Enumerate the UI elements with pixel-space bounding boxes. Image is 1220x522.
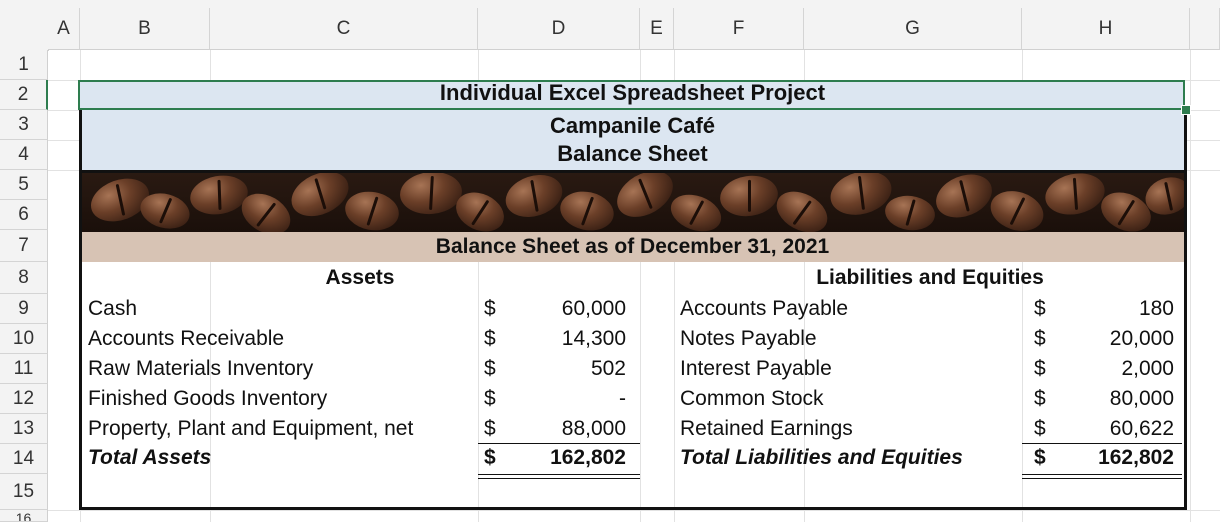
fill-handle[interactable] — [1181, 105, 1191, 115]
liability-value: 60,622 — [1109, 417, 1174, 440]
liability-currency: $ — [1034, 297, 1046, 320]
row-header-1[interactable]: 1 — [0, 50, 48, 80]
asset-total-rule-2 — [478, 478, 640, 479]
asset-value: 502 — [590, 357, 626, 380]
asset-value: 60,000 — [561, 297, 626, 320]
row-header-3[interactable]: 3 — [0, 110, 48, 140]
asset-subtotal-rule — [478, 443, 640, 444]
column-header-g[interactable]: G — [804, 8, 1022, 50]
total-assets-currency: $ — [484, 446, 496, 469]
liability-label: Accounts Payable — [680, 297, 849, 320]
asset-label: Property, Plant and Equipment, net — [88, 417, 414, 440]
total-liabilities-value: 162,802 — [1098, 446, 1174, 469]
column-header-e[interactable]: E — [640, 8, 674, 50]
liability-currency: $ — [1034, 327, 1046, 350]
row-header-7[interactable]: 7 — [0, 230, 48, 262]
column-header-d[interactable]: D — [478, 8, 640, 50]
column-header-f[interactable]: F — [674, 8, 804, 50]
liability-currency: $ — [1034, 387, 1046, 410]
asset-label: Cash — [88, 297, 138, 320]
asset-currency: $ — [484, 417, 496, 440]
column-header-h[interactable]: H — [1022, 8, 1190, 50]
asset-value: - — [619, 387, 626, 410]
row-header-10[interactable]: 10 — [0, 324, 48, 354]
column-header-c[interactable]: C — [210, 8, 478, 50]
liability-subtotal-rule — [1022, 443, 1182, 444]
total-assets-label: Total Assets — [88, 446, 212, 469]
asset-currency: $ — [484, 357, 496, 380]
asset-currency: $ — [484, 387, 496, 410]
liability-currency: $ — [1034, 357, 1046, 380]
liability-label: Common Stock — [680, 387, 824, 410]
liability-value: 20,000 — [1109, 327, 1174, 350]
total-liabilities-label: Total Liabilities and Equities — [680, 446, 963, 469]
asset-value: 14,300 — [561, 327, 626, 350]
total-liabilities-currency: $ — [1034, 446, 1046, 469]
row-header-16[interactable]: 16 — [0, 510, 48, 522]
total-assets-value: 162,802 — [550, 446, 626, 469]
liability-value: 2,000 — [1121, 357, 1174, 380]
liability-total-rule-2 — [1022, 478, 1182, 479]
project-title: Individual Excel Spreadsheet Project — [439, 80, 826, 105]
row-header-15[interactable]: 15 — [0, 474, 48, 510]
asset-currency: $ — [484, 327, 496, 350]
title-banner — [80, 80, 1185, 172]
company-name: Campanile Café — [549, 113, 716, 138]
column-header-b[interactable]: B — [80, 8, 210, 50]
liabilities-header: Liabilities and Equities — [816, 266, 1044, 289]
liability-value: 180 — [1138, 297, 1174, 320]
coffee-beans-image — [80, 172, 1185, 232]
liability-label: Notes Payable — [680, 327, 817, 350]
liability-label: Interest Payable — [680, 357, 832, 380]
assets-header: Assets — [325, 266, 395, 289]
row-header-9[interactable]: 9 — [0, 294, 48, 324]
liability-currency: $ — [1034, 417, 1046, 440]
asset-label: Finished Goods Inventory — [88, 387, 328, 410]
asset-currency: $ — [484, 297, 496, 320]
row-header-13[interactable]: 13 — [0, 414, 48, 444]
liability-value: 80,000 — [1109, 387, 1174, 410]
asset-total-rule-1 — [478, 474, 640, 475]
row-header-5[interactable]: 5 — [0, 170, 48, 200]
row-header-6[interactable]: 6 — [0, 200, 48, 230]
liability-label: Retained Earnings — [680, 417, 853, 440]
statement-name: Balance Sheet — [557, 141, 708, 166]
row-header-8[interactable]: 8 — [0, 262, 48, 294]
row-header-2[interactable]: 2 — [0, 80, 48, 110]
column-header-i[interactable] — [1190, 8, 1220, 50]
row-header-14[interactable]: 14 — [0, 444, 48, 474]
row-header-4[interactable]: 4 — [0, 140, 48, 170]
liability-total-rule-1 — [1022, 474, 1182, 475]
asset-label: Accounts Receivable — [88, 327, 285, 350]
asset-value: 88,000 — [561, 417, 626, 440]
asset-label: Raw Materials Inventory — [88, 357, 314, 380]
selected-cell-b2[interactable] — [78, 80, 1185, 110]
column-header-a[interactable]: A — [48, 8, 80, 50]
row-header-11[interactable]: 11 — [0, 354, 48, 384]
select-all-corner[interactable] — [0, 8, 49, 51]
date-header: Balance Sheet as of December 31, 2021 — [80, 232, 1185, 262]
row-header-12[interactable]: 12 — [0, 384, 48, 414]
